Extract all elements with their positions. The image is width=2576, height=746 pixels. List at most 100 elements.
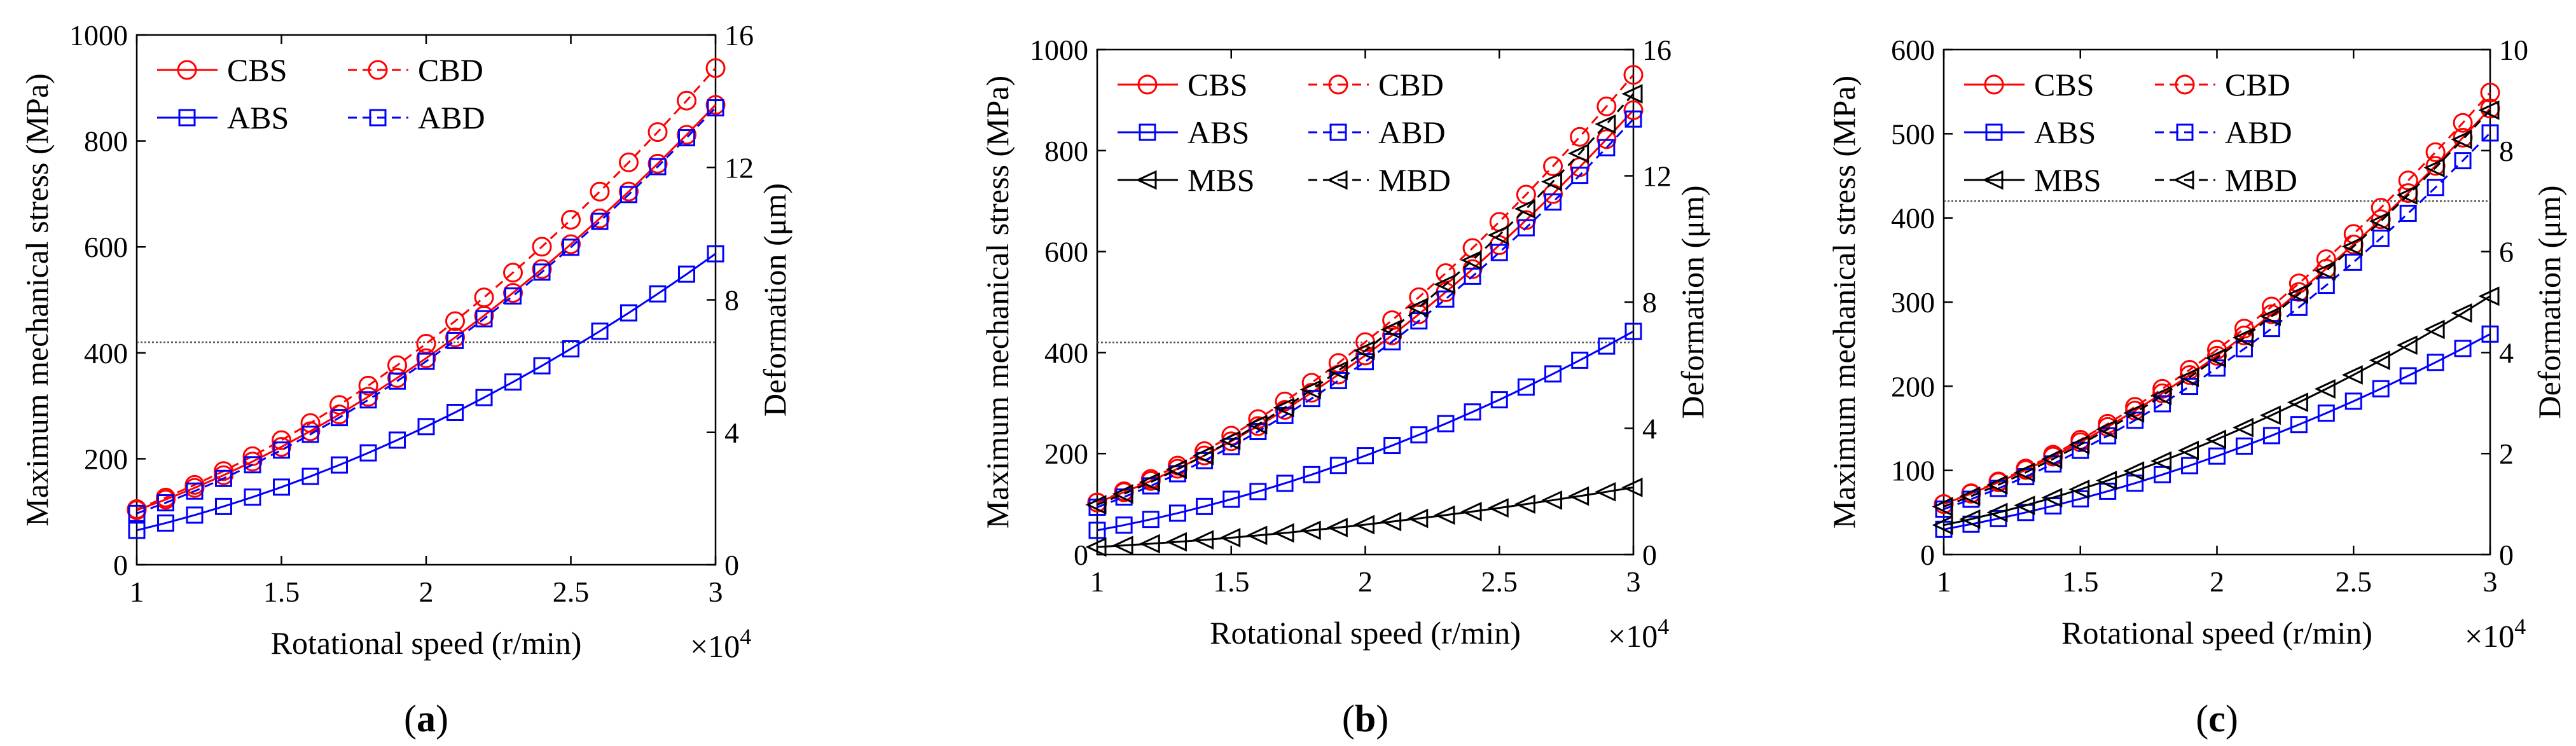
data-point-abs — [2262, 427, 2280, 445]
series-line-cbs — [136, 104, 717, 511]
panel-label-letter: c — [2208, 698, 2226, 740]
data-point-abs — [359, 444, 377, 462]
data-point-abd — [1464, 267, 1481, 285]
data-point-abd — [1410, 312, 1428, 330]
x-tick-label: 1.5 — [2062, 565, 2099, 598]
data-point-cbd — [2316, 249, 2336, 270]
panel-label-letter: b — [1355, 698, 1376, 740]
data-point-mbd — [2096, 419, 2117, 439]
series-cbs — [127, 95, 726, 520]
x-multiplier-exp: 4 — [1658, 614, 1669, 639]
series-line-mbs — [1943, 295, 2491, 527]
data-point-abs — [1303, 466, 1320, 483]
legend: CBS CBD ABS ABD MBS MBD — [1118, 67, 1451, 198]
data-point-mbd — [1353, 340, 1375, 361]
data-point-cbd — [532, 237, 552, 257]
series-line-cbs — [1097, 109, 1635, 504]
data-point-cbd — [127, 499, 147, 520]
data-point-abs — [1437, 415, 1455, 432]
data-point-cbd — [590, 181, 610, 202]
data-point-abs — [301, 467, 319, 485]
data-point-mbd — [1299, 380, 1321, 400]
data-point-mbs — [1621, 478, 1643, 497]
data-point-abs — [1464, 403, 1481, 421]
data-point-cbd — [705, 58, 726, 78]
data-point-mbd — [2259, 307, 2281, 326]
x-tick-label: 2 — [2210, 565, 2224, 598]
data-point-abs — [1544, 365, 1562, 383]
data-point-abs — [1598, 337, 1616, 355]
legend-item-cbs: CBS — [1964, 67, 2095, 102]
y2-tick-label: 0 — [1642, 539, 1657, 571]
data-point-abs — [1222, 490, 1240, 508]
panel-label: (a) — [404, 698, 448, 740]
legend-item-abs: ABS — [1964, 114, 2096, 150]
data-point-cbs — [358, 387, 378, 407]
data-point-cbd — [1462, 238, 1483, 258]
x-multiplier: ×104 — [1608, 614, 1669, 654]
data-point-cbs — [416, 348, 436, 368]
data-point-mbd — [1986, 474, 2008, 495]
data-point-mbd — [2314, 261, 2336, 281]
data-point-mbd — [1541, 172, 1563, 191]
data-point-cbd — [1436, 263, 1456, 284]
data-point-mbd — [2014, 462, 2035, 483]
series-mbs — [1085, 478, 1643, 557]
data-point-mbs — [2123, 461, 2145, 481]
series-line-abs — [1097, 330, 1634, 532]
legend-label: MBD — [2225, 162, 2297, 198]
data-point-abd — [273, 441, 290, 459]
data-point-abs — [215, 497, 232, 515]
data-point-abd — [2208, 359, 2226, 377]
y2-tick-label: 8 — [724, 284, 739, 317]
data-point-cbs — [242, 452, 263, 472]
data-point-mbs — [1986, 502, 2008, 523]
x-multiplier: ×104 — [2465, 614, 2526, 654]
legend-item-abs: ABS — [1118, 114, 1249, 150]
legend-label: CBD — [2225, 67, 2290, 102]
y-tick-label: 400 — [1044, 336, 1088, 369]
data-point-mbs — [2041, 488, 2063, 508]
legend-swatch-marker — [1984, 74, 2004, 95]
data-point-abs — [2372, 380, 2390, 397]
legend-swatch-marker — [1135, 170, 1157, 190]
panel-label-open: ( — [404, 698, 417, 740]
legend-item-mbd: MBD — [1308, 162, 1451, 198]
y-tick-label: 600 — [84, 231, 128, 263]
series-abd — [1088, 110, 1642, 516]
data-point-mbd — [1621, 84, 1643, 104]
data-point-mbs — [2478, 286, 2500, 307]
data-point-mbs — [2314, 379, 2336, 399]
legend-item-cbs: CBS — [157, 52, 287, 88]
y-axis-title: Maximum mechanical stress (MPa) — [1826, 76, 1862, 528]
data-point-mbs — [2341, 365, 2363, 385]
data-point-abs — [128, 522, 146, 539]
data-point-abd — [2481, 124, 2499, 142]
y-tick-label: 300 — [1891, 286, 1935, 319]
data-point-mbs — [1568, 486, 1589, 506]
data-point-cbs — [532, 259, 552, 279]
series-line-cbd — [136, 67, 717, 510]
data-point-abs — [447, 404, 464, 422]
data-point-mbd — [1246, 415, 1268, 434]
legend-swatch-marker — [369, 109, 387, 127]
series-line-abs — [136, 252, 716, 532]
data-point-cbd — [561, 209, 581, 230]
data-point-abs — [1410, 426, 1428, 444]
data-point-mbd — [1326, 361, 1348, 381]
y2-tick-label: 12 — [724, 151, 754, 184]
data-point-cbs — [445, 328, 465, 348]
data-point-abs — [1088, 522, 1106, 539]
data-point-mbs — [1246, 525, 1268, 546]
data-point-abd — [533, 263, 551, 281]
data-point-cbs — [1596, 129, 1617, 149]
y2-axis-title: Deformation (μm) — [1675, 186, 1710, 419]
legend-swatch-marker — [1328, 74, 1348, 95]
data-point-cbd — [2343, 224, 2364, 244]
data-point-cbd — [2398, 170, 2418, 191]
data-point-abd — [2344, 253, 2362, 271]
data-point-mbs — [1380, 511, 1402, 532]
data-point-mbs — [2369, 350, 2390, 370]
x-tick-label: 3 — [2483, 565, 2498, 598]
data-point-abs — [2290, 416, 2308, 434]
